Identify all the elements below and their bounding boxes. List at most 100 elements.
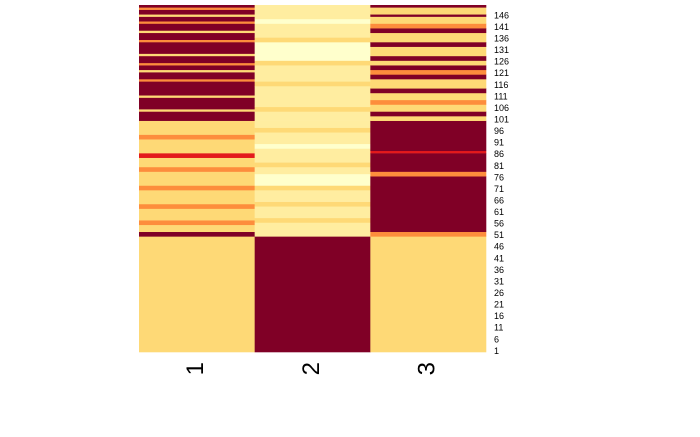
heatmap-cell-col1 (139, 157, 255, 168)
heatmap-cell-col3 (370, 14, 487, 17)
heatmap-cell-col3 (370, 32, 487, 43)
heatmap-cell-col1 (139, 21, 255, 24)
heatmap-cell-col2 (254, 190, 371, 202)
row-tick-label: 96 (494, 126, 504, 136)
heatmap-cell-col2 (254, 127, 371, 133)
heatmap-cell-col3 (370, 153, 487, 172)
heatmap-cell-col3 (370, 171, 487, 177)
heatmap-cell-col1 (139, 224, 255, 233)
row-tick-label: 46 (494, 242, 504, 252)
heatmap-cell-col3 (370, 42, 487, 47)
heatmap-cell-col1 (139, 203, 255, 209)
heatmap-cell-col3 (370, 16, 487, 24)
heatmap-cell-col1 (139, 236, 255, 353)
row-tick-label: 66 (494, 195, 504, 205)
heatmap-cell-col1 (139, 139, 255, 154)
heatmap-cell-col1 (139, 81, 255, 96)
row-tick-label: 121 (494, 68, 509, 78)
heatmap-cell-col2 (254, 185, 371, 191)
heatmap-cell-col2 (254, 162, 371, 168)
heatmap-cell-col2 (254, 148, 371, 163)
heatmap-cell-col3 (370, 74, 487, 80)
row-tick-label: 26 (494, 288, 504, 298)
heatmap-cell-col2 (254, 111, 371, 121)
heatmap-cell-col1 (139, 208, 255, 221)
heatmap-cell-col2 (254, 217, 371, 223)
heatmap-cell-col3 (370, 231, 487, 237)
heatmap-cell-col2 (254, 85, 371, 108)
row-tick-label: 76 (494, 172, 504, 182)
heatmap-cell-col1 (139, 120, 255, 135)
heatmap-cell-col3 (370, 79, 487, 89)
heatmap-cell-col1 (139, 185, 255, 191)
heatmap-cell-col1 (139, 220, 255, 226)
heatmap-cell-col2 (254, 222, 371, 237)
heatmap-cell-col1 (139, 5, 255, 8)
row-tick-label: 146 (494, 10, 509, 20)
heatmap-cell-col2 (254, 201, 371, 207)
heatmap-cell-col1 (139, 95, 255, 98)
heatmap-cell-col2 (254, 23, 371, 38)
heatmap-cell-col1 (139, 65, 255, 71)
heatmap-cell-col1 (139, 72, 255, 80)
heatmap-cell-col3 (370, 60, 487, 66)
heatmap-cell-col1 (139, 53, 255, 57)
row-tick-label: 141 (494, 22, 509, 32)
column-label: 1 (182, 362, 209, 375)
heatmap-cell-col2 (254, 166, 371, 175)
heatmap-cell-col1 (139, 69, 255, 73)
heatmap-cell-col1 (139, 30, 255, 34)
heatmap-cell-col3 (370, 150, 487, 154)
heatmap-cells (139, 5, 487, 353)
heatmap-cell-col1 (139, 39, 255, 43)
row-tick-label: 21 (494, 300, 504, 310)
heatmap-cell-col3 (370, 116, 487, 121)
row-tick-label: 41 (494, 253, 504, 263)
heatmap-cell-col3 (370, 120, 487, 152)
row-tick-label: 36 (494, 265, 504, 275)
heatmap-cell-col1 (139, 23, 255, 31)
row-tick-label: 71 (494, 184, 504, 194)
heatmap-cell-col1 (139, 14, 255, 17)
row-tick-label: 11 (494, 323, 503, 333)
row-tick-label: 31 (494, 276, 504, 286)
heatmap-cell-col1 (139, 62, 255, 66)
heatmap-cell-col1 (139, 134, 255, 140)
row-tick-label: 91 (494, 138, 504, 148)
heatmap-cell-col3 (370, 55, 487, 61)
column-label: 2 (298, 362, 325, 375)
heatmap-cell-col3 (370, 99, 487, 105)
row-tick-label: 116 (494, 80, 508, 90)
heatmap-cell-col3 (370, 88, 487, 94)
heatmap-cell-col3 (370, 104, 487, 112)
heatmap-cell-col2 (254, 18, 371, 24)
heatmap-cell-col2 (254, 42, 371, 61)
row-tick-label: 51 (494, 230, 504, 240)
heatmap-cell-col1 (139, 190, 255, 205)
heatmap-cell-col1 (139, 16, 255, 22)
heatmap-cell-col2 (254, 120, 371, 128)
heatmap-cell-col2 (254, 173, 371, 186)
row-tick-label: 86 (494, 149, 504, 159)
row-tick-label: 111 (494, 91, 508, 101)
heatmap-cell-col2 (254, 81, 371, 87)
heatmap-cell-col2 (254, 65, 371, 82)
heatmap-cell-col1 (139, 166, 255, 172)
heatmap-cell-col3 (370, 7, 487, 15)
column-labels: 1 2 3 (182, 362, 440, 375)
heatmap-cell-col1 (139, 79, 255, 82)
heatmap-cell-col1 (139, 42, 255, 54)
row-tick-labels: 1611162126313641465156616671768186919610… (494, 10, 509, 355)
heatmap-cell-col3 (370, 176, 487, 233)
row-tick-label: 6 (494, 334, 499, 344)
heatmap-cell-col1 (139, 55, 255, 64)
heatmap-cell-col2 (254, 132, 371, 145)
heatmap-cell-col2 (254, 206, 371, 219)
heatmap-cell-col1 (139, 97, 255, 110)
row-tick-label: 106 (494, 103, 509, 113)
heatmap-cell-col1 (139, 7, 255, 10)
heatmap-cell-col1 (139, 9, 255, 15)
row-tick-label: 131 (494, 45, 509, 55)
heatmap-cell-col3 (370, 92, 487, 101)
